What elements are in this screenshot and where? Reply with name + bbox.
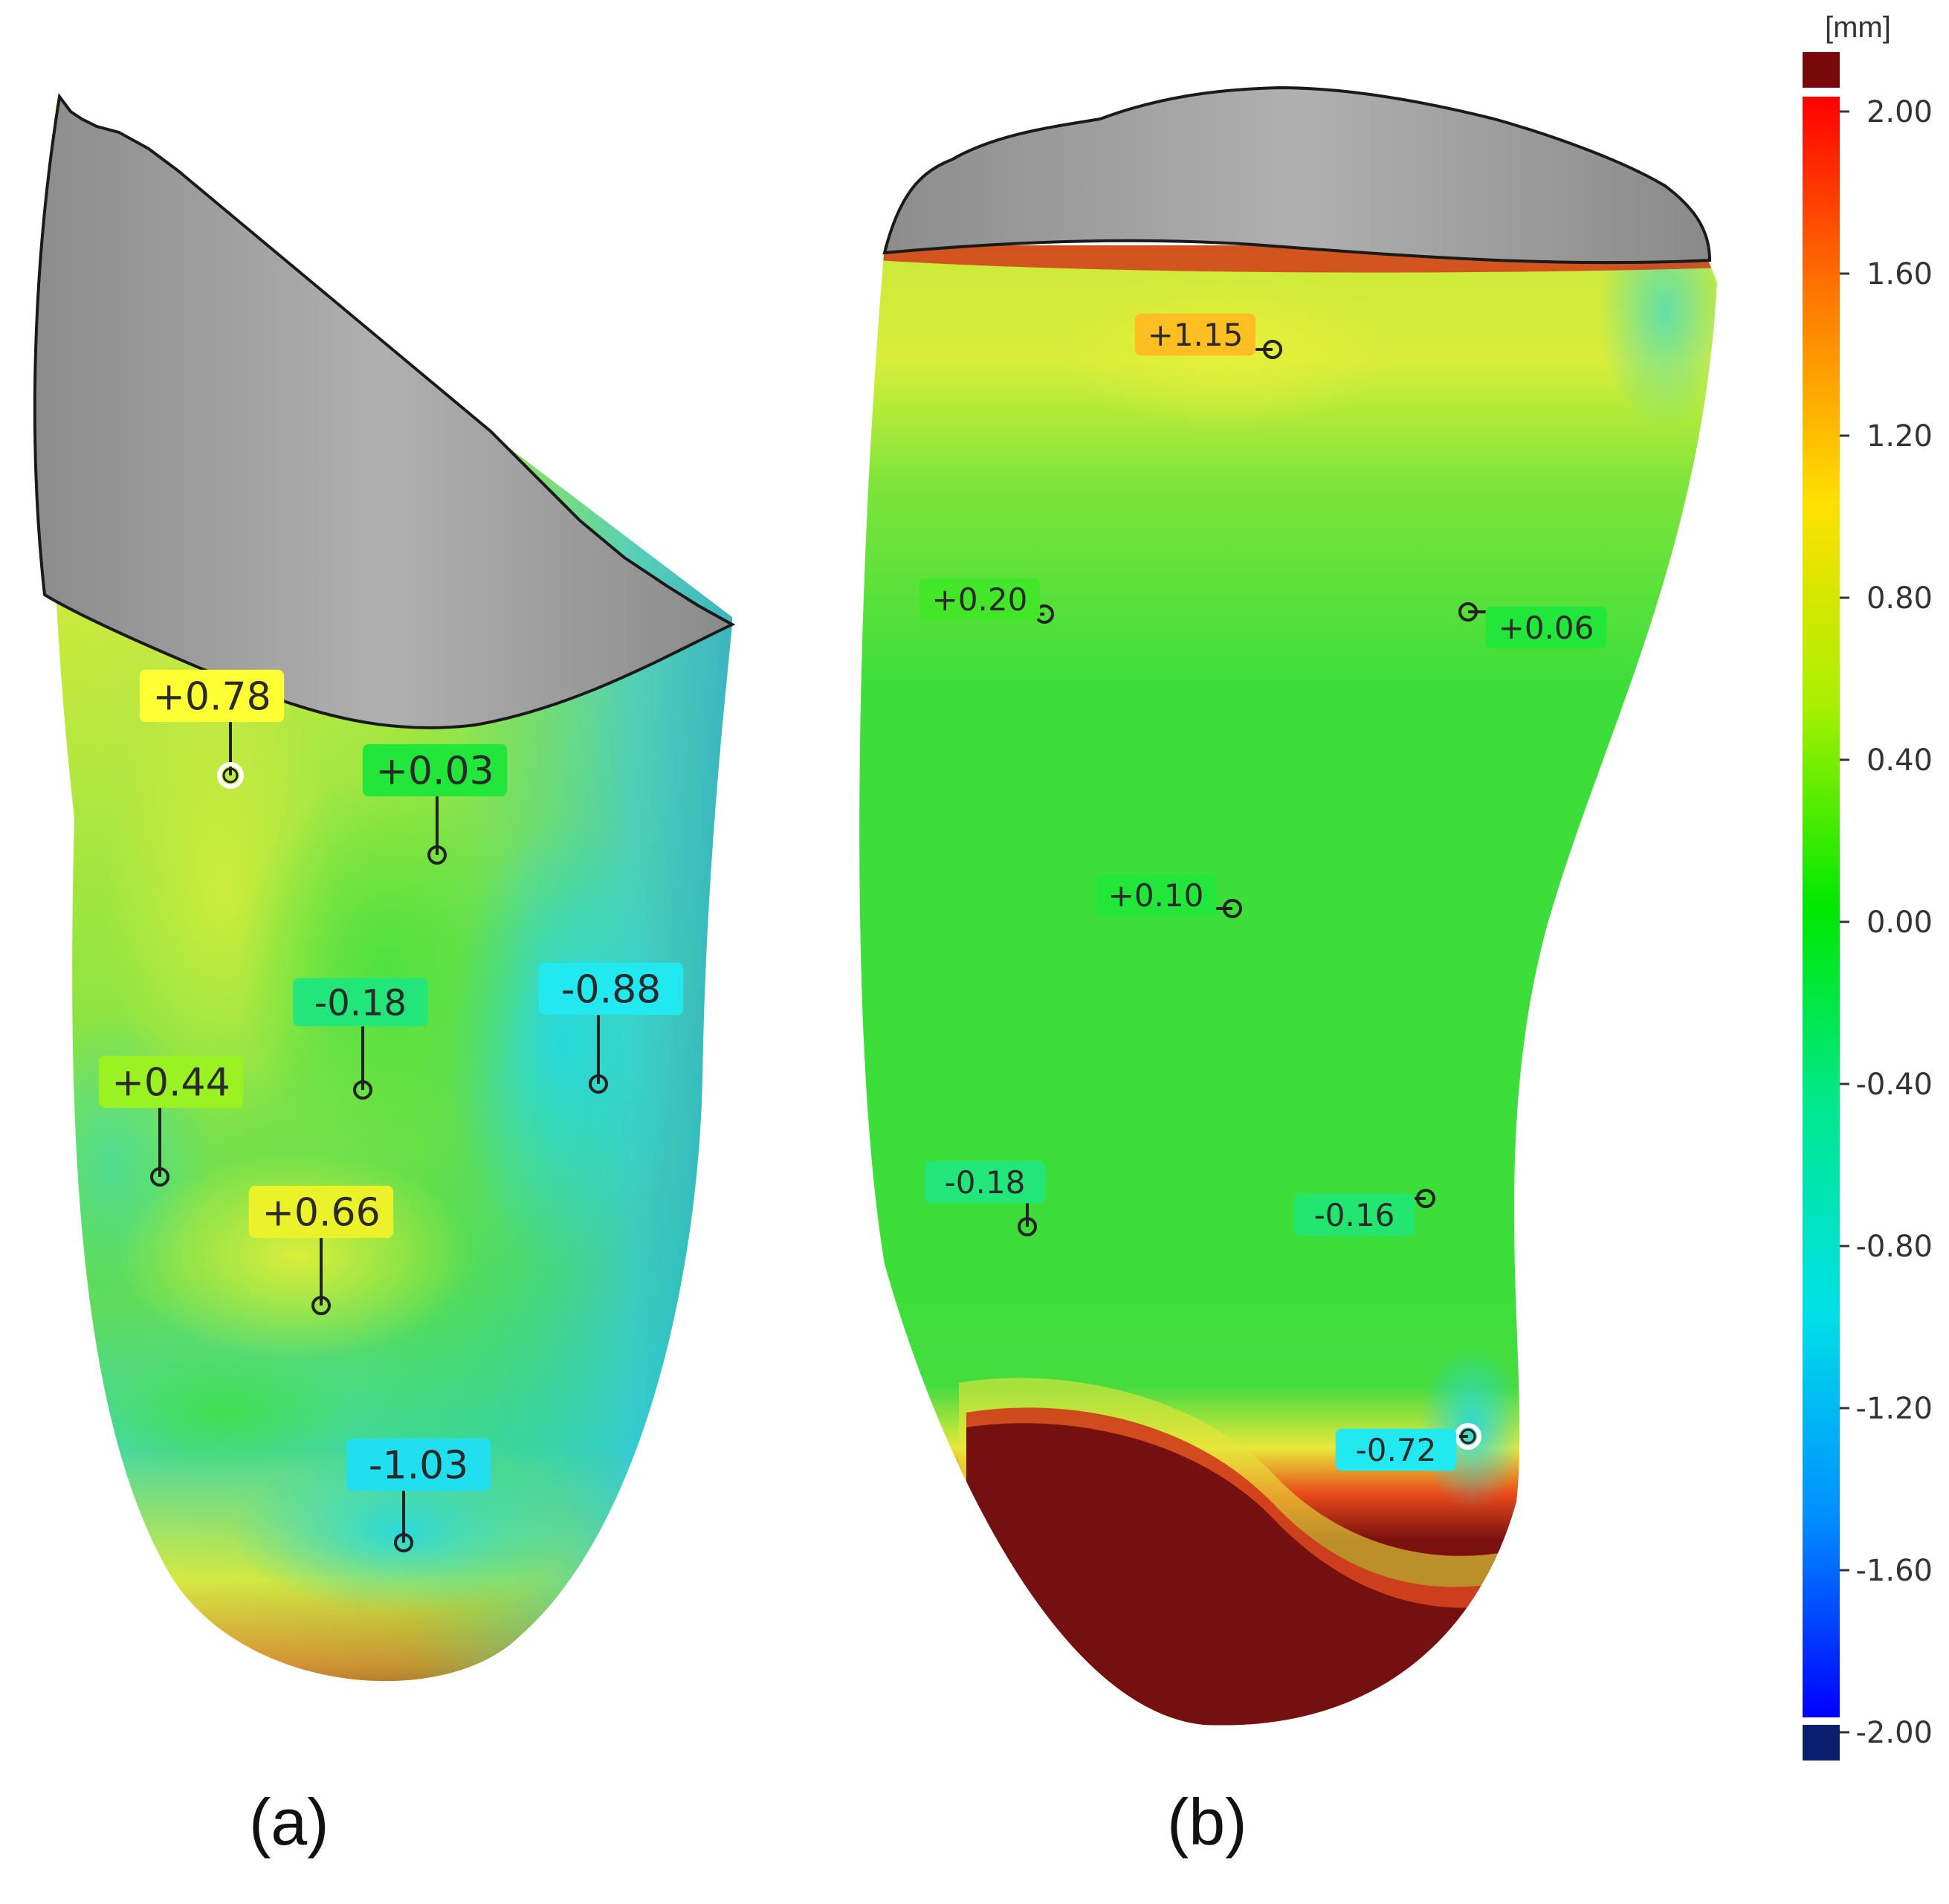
colorbar-tick-label: -2.00 [1856, 1716, 1933, 1750]
caption-a: (a) [249, 1785, 329, 1859]
probe-point-marker-inner [222, 767, 239, 784]
colorbar-tick-label: -1.60 [1856, 1554, 1933, 1588]
label-value: -0.18 [945, 1164, 1026, 1201]
colorbar-ticks: 2.00 1.60 1.20 0.80 0.40 0.00 -0.40 -0.80 -1.20 -… [1840, 95, 1933, 1750]
deviation-label: -0.18 [924, 1161, 1046, 1236]
label-value: +0.20 [932, 581, 1028, 618]
colorbar-tick-label: -0.40 [1856, 1068, 1933, 1102]
label-value: -0.16 [1314, 1197, 1395, 1233]
deviation-label: -0.88 [538, 962, 684, 1094]
deviation-label: +0.66 [248, 1185, 394, 1315]
caption-b: (b) [1167, 1785, 1247, 1859]
probe-point-marker[interactable] [1416, 1189, 1435, 1208]
label-value: -0.18 [314, 982, 407, 1024]
label-box [1485, 606, 1607, 649]
probe-point-marker[interactable] [353, 1080, 372, 1100]
label-box [362, 743, 508, 797]
label-box [1134, 313, 1256, 356]
colorbar-tick-label: 0.80 [1866, 581, 1933, 616]
deviation-label: -0.16 [1293, 1189, 1435, 1236]
probe-point-marker[interactable] [1458, 602, 1478, 622]
label-box [346, 1438, 491, 1491]
probe-point-marker[interactable] [394, 1533, 413, 1552]
label-value: -1.03 [369, 1444, 469, 1488]
label-value: +0.66 [262, 1191, 380, 1236]
label-box [1095, 874, 1217, 917]
deviation-label: +0.78 [139, 669, 285, 789]
deviation-label: +0.20 [919, 578, 1054, 624]
label-box [1335, 1428, 1457, 1471]
colorbar: [mm] 2.00 1.60 1.20 0.80 0.40 0.00 -0.40 -0.80 -… [1803, 11, 1933, 1761]
label-value: +0.03 [375, 749, 494, 794]
label-value: +1.15 [1148, 317, 1244, 353]
probe-point-marker[interactable] [311, 1296, 331, 1315]
probe-point-marker[interactable] [1223, 899, 1242, 918]
label-box [293, 978, 428, 1027]
colorbar-under-swatch [1803, 1725, 1840, 1761]
colorbar-unit: [mm] [1825, 11, 1891, 44]
colorbar-tick-label: 1.60 [1866, 257, 1933, 291]
probe-point-marker[interactable] [150, 1167, 169, 1187]
colorbar-tick-label: 1.20 [1866, 419, 1933, 454]
colorbar-tick-label: 2.00 [1866, 95, 1933, 129]
probe-point-marker-inner [1460, 1428, 1476, 1445]
deviation-label: +0.44 [98, 1055, 244, 1187]
label-value: +0.78 [152, 675, 271, 720]
model-b-surface [859, 245, 1717, 1726]
colorbar-tick-label: 0.00 [1866, 906, 1933, 940]
colorbar-over-swatch [1803, 52, 1840, 88]
deviation-label: -0.72 [1335, 1423, 1481, 1471]
label-box [924, 1161, 1046, 1204]
label-value: +0.44 [111, 1061, 230, 1106]
label-box [139, 669, 285, 723]
label-box [919, 578, 1041, 621]
annotation-labels: +0.78 +0.03 -0.18 -0.88 +0.44 +0.66 -1.03 +1.15… [98, 313, 1607, 1552]
label-box [538, 962, 684, 1016]
probe-point-marker[interactable] [1263, 340, 1282, 359]
label-box [1293, 1193, 1415, 1236]
model-a [33, 93, 736, 1682]
label-value: -0.88 [561, 968, 662, 1013]
colorbar-tick-label: -1.20 [1856, 1392, 1933, 1426]
model-a-opening [33, 93, 736, 729]
deviation-label: +0.03 [362, 743, 508, 865]
label-box [98, 1055, 244, 1108]
probe-point-marker[interactable] [1455, 1423, 1481, 1450]
label-box [248, 1185, 394, 1239]
probe-point-marker[interactable] [589, 1074, 608, 1094]
model-b-opening [882, 85, 1712, 265]
model-b [859, 85, 1717, 1726]
deviation-label: -1.03 [346, 1438, 491, 1552]
deviation-label: -0.18 [293, 978, 428, 1100]
colorbar-tick-label: 0.40 [1866, 743, 1933, 778]
label-value: -0.72 [1356, 1432, 1437, 1468]
label-value: +0.10 [1108, 877, 1204, 914]
colorbar-gradient [1803, 97, 1840, 1717]
deviation-label: +0.06 [1458, 602, 1607, 649]
probe-point-marker[interactable] [1018, 1217, 1037, 1236]
deviation-label: +1.15 [1134, 313, 1282, 359]
probe-point-marker[interactable] [427, 845, 447, 865]
colorbar-tick-label: -0.80 [1856, 1230, 1933, 1264]
probe-point-marker[interactable] [217, 762, 244, 789]
label-value: +0.06 [1499, 610, 1594, 646]
deviation-label: +0.10 [1095, 874, 1242, 918]
